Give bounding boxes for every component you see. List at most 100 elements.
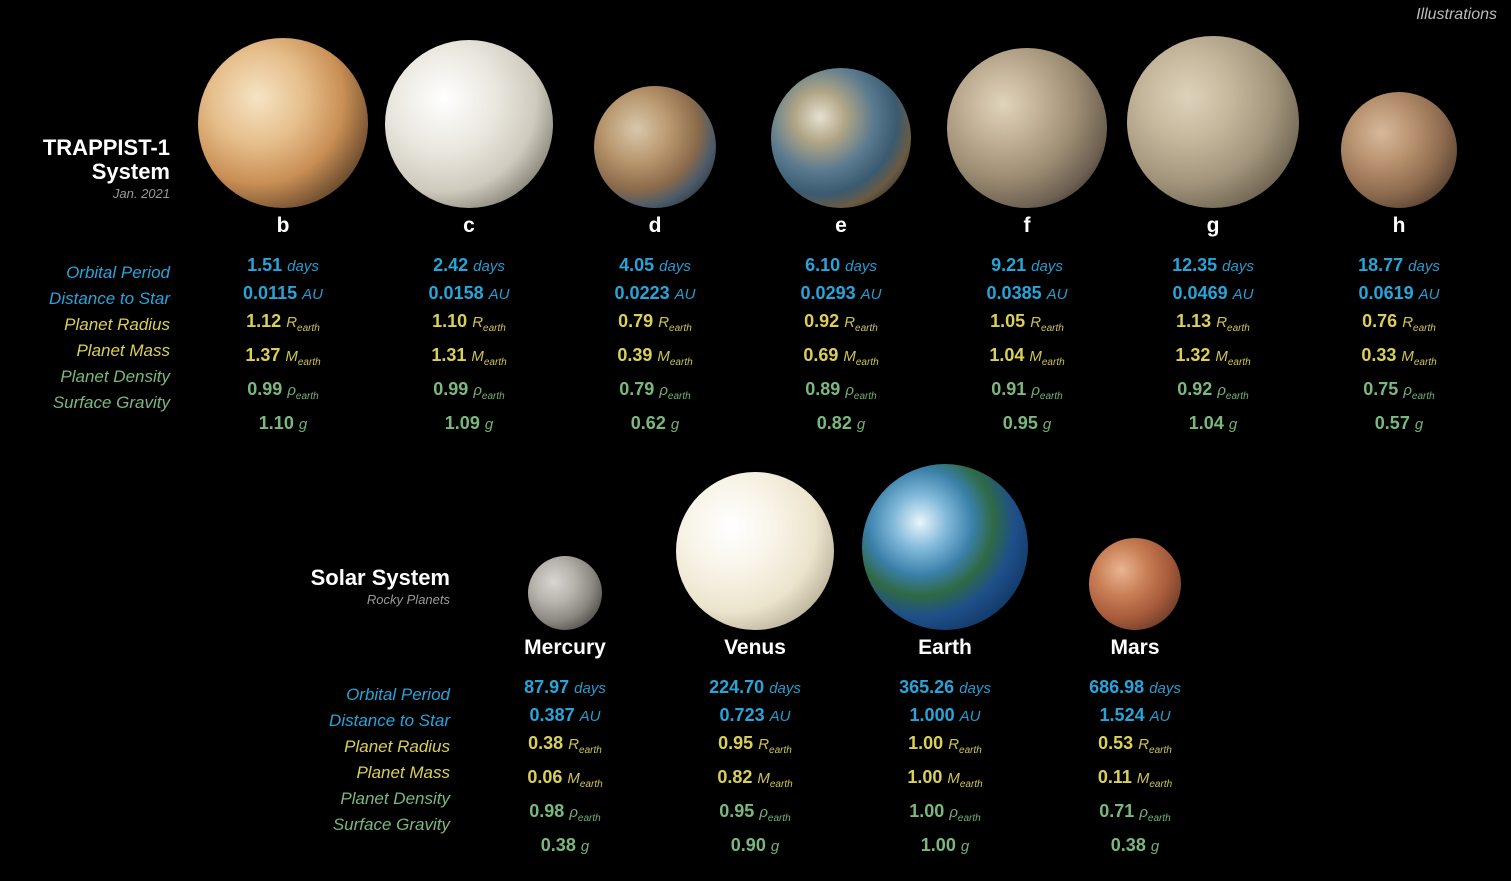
value-orbital_period: 87.97days	[470, 674, 660, 702]
planet-name-label: Mercury	[524, 636, 606, 660]
planet-icon-g	[1127, 36, 1299, 208]
value-orbital_period: 9.21days	[934, 252, 1120, 280]
value-distance: 1.000AU	[850, 702, 1040, 730]
value-mass: 0.39Mearth	[562, 342, 748, 376]
planet-icon-venus	[676, 472, 834, 630]
solar-labels-column: Solar System Rocky Planets Orbital PeriodD…	[270, 462, 470, 860]
planet-col-d: d4.05days0.0223AU0.79Rearth0.39Mearth0.7…	[562, 18, 748, 438]
value-radius: 1.05Rearth	[934, 308, 1120, 342]
planet-col-f: f9.21days0.0385AU1.05Rearth1.04Mearth0.9…	[934, 18, 1120, 438]
value-distance: 0.0158AU	[376, 280, 562, 308]
value-mass: 0.82Mearth	[660, 764, 850, 798]
value-distance: 0.0115AU	[190, 280, 376, 308]
planet-col-c: c2.42days0.0158AU1.10Rearth1.31Mearth0.9…	[376, 18, 562, 438]
planet-name-label: Mars	[1110, 636, 1159, 660]
value-distance: 0.723AU	[660, 702, 850, 730]
value-density: 0.98ρearth	[470, 798, 660, 832]
metric-label-radius: Planet Radius	[0, 312, 170, 338]
value-orbital_period: 12.35days	[1120, 252, 1306, 280]
planet-name-label: Earth	[918, 636, 972, 660]
planet-col-b: b 1.51days0.0115AU1.12Rearth1.37Mearth0.9…	[190, 18, 376, 438]
value-mass: 1.37Mearth	[190, 342, 376, 376]
value-mass: 0.69Mearth	[748, 342, 934, 376]
value-distance: 0.387AU	[470, 702, 660, 730]
solar-subtitle: Rocky Planets	[270, 592, 450, 607]
value-gravity: 1.10g	[190, 410, 376, 438]
planet-icon-f	[947, 48, 1107, 208]
trappist-section: TRAPPIST-1System Jan. 2021 Orbital PeriodD…	[0, 18, 1492, 438]
value-density: 0.99ρearth	[190, 376, 376, 410]
planet-icon-e	[771, 68, 911, 208]
metric-label-density: Planet Density	[270, 786, 450, 812]
value-gravity: 1.00g	[850, 832, 1040, 860]
value-density: 1.00ρearth	[850, 798, 1040, 832]
planet-icon-b	[198, 38, 368, 208]
value-distance: 0.0293AU	[748, 280, 934, 308]
metric-label-mass: Planet Mass	[0, 338, 170, 364]
planet-icon-mercury	[528, 556, 602, 630]
planet-name-label: h	[1393, 214, 1406, 238]
planet-col-venus: Venus 224.70days0.723AU0.95Rearth0.82Mear…	[660, 462, 850, 860]
value-orbital_period: 365.26days	[850, 674, 1040, 702]
planet-name-label: Venus	[724, 636, 786, 660]
planet-icon-c	[385, 40, 553, 208]
value-orbital_period: 1.51days	[190, 252, 376, 280]
value-radius: 0.95Rearth	[660, 730, 850, 764]
value-gravity: 0.82g	[748, 410, 934, 438]
value-density: 0.89ρearth	[748, 376, 934, 410]
value-density: 0.92ρearth	[1120, 376, 1306, 410]
value-mass: 1.00Mearth	[850, 764, 1040, 798]
solar-title: Solar System	[270, 566, 450, 590]
value-gravity: 0.57g	[1306, 410, 1492, 438]
planet-col-g: g12.35days0.0469AU1.13Rearth1.32Mearth0.…	[1120, 18, 1306, 438]
metric-label-orbital_period: Orbital Period	[0, 260, 170, 286]
trappist-labels-column: TRAPPIST-1System Jan. 2021 Orbital PeriodD…	[0, 18, 190, 438]
value-orbital_period: 686.98days	[1040, 674, 1230, 702]
value-radius: 0.38Rearth	[470, 730, 660, 764]
metric-label-distance: Distance to Star	[270, 708, 450, 734]
value-mass: 0.11Mearth	[1040, 764, 1230, 798]
value-mass: 1.32Mearth	[1120, 342, 1306, 376]
value-orbital_period: 18.77days	[1306, 252, 1492, 280]
trappist-subtitle: Jan. 2021	[0, 186, 170, 201]
value-mass: 0.33Mearth	[1306, 342, 1492, 376]
metric-label-distance: Distance to Star	[0, 286, 170, 312]
value-density: 0.91ρearth	[934, 376, 1120, 410]
value-radius: 1.10Rearth	[376, 308, 562, 342]
value-orbital_period: 4.05days	[562, 252, 748, 280]
metric-label-mass: Planet Mass	[270, 760, 450, 786]
value-gravity: 0.38g	[1040, 832, 1230, 860]
planet-col-earth: Earth365.26days1.000AU1.00Rearth1.00Mear…	[850, 462, 1040, 860]
value-density: 0.75ρearth	[1306, 376, 1492, 410]
planet-col-e: e6.10days0.0293AU0.92Rearth0.69Mearth0.8…	[748, 18, 934, 438]
value-radius: 0.76Rearth	[1306, 308, 1492, 342]
value-radius: 1.12Rearth	[190, 308, 376, 342]
value-distance: 0.0469AU	[1120, 280, 1306, 308]
planet-name-label: b	[277, 214, 290, 238]
metric-label-orbital_period: Orbital Period	[270, 682, 450, 708]
planet-icon-mars	[1089, 538, 1181, 630]
planet-icon-d	[594, 86, 716, 208]
planet-col-mars: Mars 686.98days1.524AU0.53Rearth0.11Meart…	[1040, 462, 1230, 860]
planet-icon-h	[1341, 92, 1457, 208]
value-density: 0.71ρearth	[1040, 798, 1230, 832]
planet-name-label: g	[1207, 214, 1220, 238]
value-gravity: 0.95g	[934, 410, 1120, 438]
value-mass: 0.06Mearth	[470, 764, 660, 798]
value-gravity: 1.04g	[1120, 410, 1306, 438]
value-distance: 1.524AU	[1040, 702, 1230, 730]
solar-section: Solar System Rocky Planets Orbital PeriodD…	[270, 462, 1230, 860]
value-distance: 0.0619AU	[1306, 280, 1492, 308]
value-gravity: 0.90g	[660, 832, 850, 860]
value-orbital_period: 2.42days	[376, 252, 562, 280]
value-mass: 1.04Mearth	[934, 342, 1120, 376]
value-radius: 0.79Rearth	[562, 308, 748, 342]
value-gravity: 0.38g	[470, 832, 660, 860]
planet-name-label: c	[463, 214, 475, 238]
value-orbital_period: 224.70days	[660, 674, 850, 702]
trappist-title: TRAPPIST-1System	[0, 136, 170, 184]
value-radius: 0.53Rearth	[1040, 730, 1230, 764]
value-density: 0.99ρearth	[376, 376, 562, 410]
value-orbital_period: 6.10days	[748, 252, 934, 280]
metric-label-gravity: Surface Gravity	[0, 390, 170, 416]
